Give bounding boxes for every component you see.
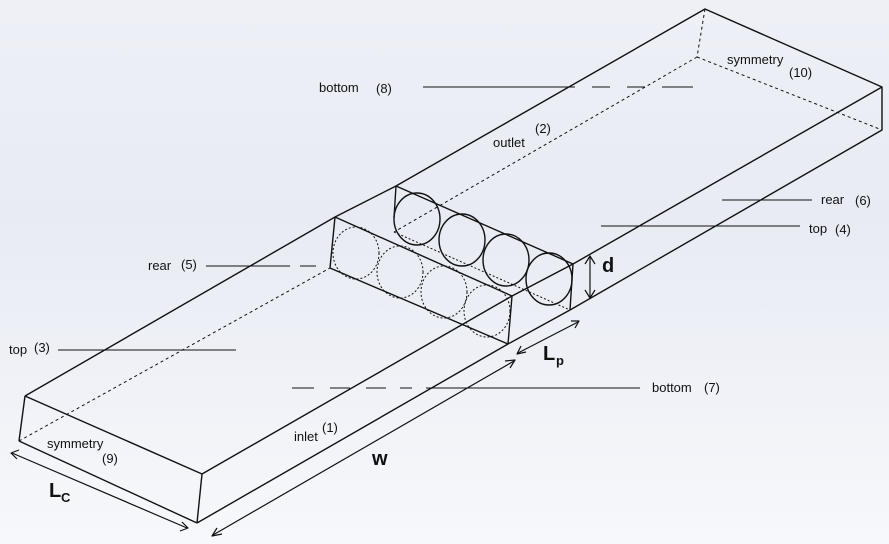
inlet-block	[18, 216, 513, 524]
tube-bundle	[329, 185, 574, 345]
label-outlet-2-num: (2)	[535, 121, 551, 136]
dimension-lp-sub: p	[556, 353, 564, 368]
outlet-block	[393, 8, 883, 311]
label-inlet-1-num: (1)	[322, 420, 338, 435]
dimension-arrows	[10, 255, 596, 537]
face-labels: bottom (8) symmetry (10) outlet (2) rear…	[9, 52, 871, 466]
label-symmetry-10-num: (10)	[789, 65, 812, 80]
label-symmetry-10: symmetry	[727, 52, 784, 67]
dimension-lp: L	[543, 343, 555, 365]
leader-lines	[58, 86, 812, 389]
dimension-lc-sub: C	[61, 490, 71, 505]
label-top-4: top	[809, 221, 827, 236]
label-rear-6-num: (6)	[855, 193, 871, 208]
label-inlet-1: inlet	[294, 429, 318, 444]
dimension-w: w	[371, 448, 388, 470]
dimension-lc: L	[49, 480, 61, 502]
label-rear-5: rear	[148, 258, 172, 273]
label-bottom-7-num: (7)	[704, 380, 720, 395]
label-top-4-num: (4)	[835, 222, 851, 237]
label-outlet-2: outlet	[493, 135, 525, 150]
label-symmetry-9-num: (9)	[102, 451, 118, 466]
label-bottom-7: bottom	[652, 380, 692, 395]
label-top-3-num: (3)	[34, 340, 50, 355]
label-top-3: top	[9, 342, 27, 357]
label-bottom-8-num: (8)	[376, 81, 392, 96]
label-symmetry-9: symmetry	[47, 436, 104, 451]
dimension-d: d	[602, 255, 614, 277]
label-rear-5-num: (5)	[181, 257, 197, 272]
dimension-labels: d w L p L C	[49, 255, 614, 505]
label-rear-6: rear	[821, 192, 845, 207]
label-bottom-8: bottom	[319, 80, 359, 95]
